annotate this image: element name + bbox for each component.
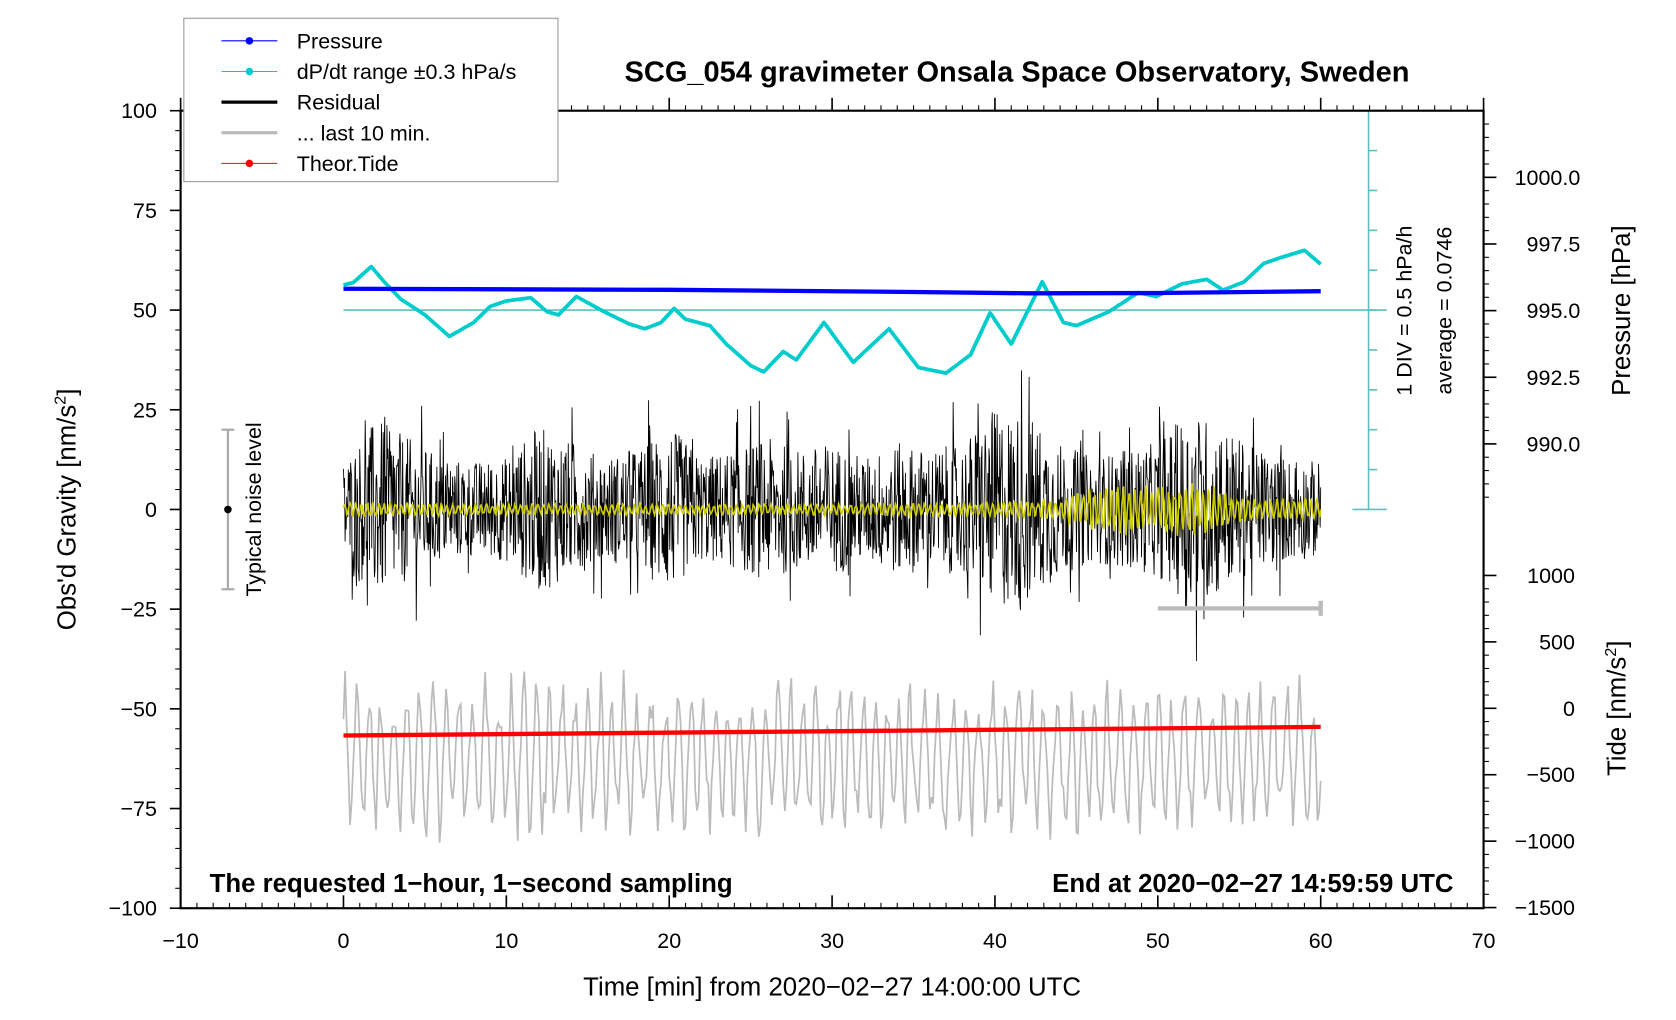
- x-tick-label: 10: [494, 929, 518, 953]
- pressure-tick-label: 992.5: [1527, 366, 1581, 390]
- tide-tick-label: −1500: [1515, 896, 1575, 920]
- pressure-tick-label: 1000.0: [1515, 166, 1581, 190]
- y-tick-label: 25: [133, 398, 157, 422]
- pressure-average-label: average = 0.0746: [1432, 227, 1456, 395]
- pressure-tick-label: 997.5: [1527, 233, 1581, 257]
- series-residual-line: [343, 370, 1322, 662]
- pressure-tick-label: 990.0: [1527, 432, 1581, 456]
- legend-label: dP/dt range ±0.3 hPa/s: [297, 60, 517, 84]
- legend-label: ... last 10 min.: [297, 121, 431, 145]
- y-tick-label: −50: [120, 697, 156, 721]
- y-tick-label: 0: [145, 498, 157, 522]
- noise-level-label: Typical noise level: [242, 422, 266, 596]
- legend-swatch-marker: [245, 67, 254, 76]
- x-tick-label: −10: [162, 929, 198, 953]
- legend: Pressure dP/dt range ±0.3 hPa/s Residual..…: [183, 17, 559, 183]
- y-tick-label: 75: [133, 199, 157, 223]
- series-residual-smoothed-line: [342, 483, 1322, 536]
- x-tick-label: 60: [1309, 929, 1333, 953]
- y-axis-label-tide: Tide [nm/s2]: [1602, 641, 1632, 777]
- chart-title: SCG_054 gravimeter Onsala Space Observat…: [625, 57, 1410, 89]
- legend-label: Theor.Tide: [297, 152, 399, 176]
- y-tick-label: −25: [120, 598, 156, 622]
- y-tick-label: 100: [121, 99, 157, 123]
- legend-box: [183, 17, 559, 183]
- x-tick-label: 70: [1472, 929, 1496, 953]
- x-tick-label: 30: [820, 929, 844, 953]
- tide-tick-label: −1000: [1515, 830, 1575, 854]
- axes-layer: −10 0 10 20 30 40 50 60 701007550250−25−50−75−10…: [109, 97, 1581, 953]
- x-tick-label: 0: [338, 929, 350, 953]
- y-tick-label: −75: [120, 797, 156, 821]
- pressure-tick-label: 995.0: [1527, 299, 1581, 323]
- annotation-sampling: The requested 1−hour, 1−second sampling: [210, 870, 733, 898]
- x-axis-label: Time [min] from 2020−02−27 14:00:00 UTC: [583, 973, 1081, 1001]
- y-axis-label-gravity: Obs'd Gravity [nm/s2]: [52, 389, 82, 631]
- pressure-div-label: 1 DIV = 0.5 hPa/h: [1393, 226, 1417, 396]
- y-tick-label: 50: [133, 299, 157, 323]
- tide-tick-label: −500: [1527, 763, 1575, 787]
- x-tick-label: 50: [1146, 929, 1170, 953]
- x-tick-label: 40: [983, 929, 1007, 953]
- x-tick-label: 20: [657, 929, 681, 953]
- y-axis-label-pressure: Pressure [hPa]: [1608, 225, 1636, 396]
- noise-level-dot: [224, 505, 232, 514]
- series-last-10-min-line: [342, 670, 1322, 843]
- series-theoretical-tide-line: [343, 724, 1321, 738]
- tide-tick-label: 1000: [1527, 564, 1575, 588]
- legend-label: Residual: [297, 91, 381, 115]
- y-tick-label: −100: [109, 897, 157, 921]
- legend-label: Pressure: [297, 29, 383, 53]
- tide-tick-label: 0: [1563, 697, 1575, 721]
- series-dpdt-line: [343, 248, 1322, 375]
- legend-swatch-marker: [245, 37, 254, 45]
- plot-data-layer: [221, 109, 1387, 843]
- series-pressure-line: [343, 286, 1321, 296]
- tide-tick-label: 500: [1539, 630, 1575, 654]
- legend-swatch-marker: [245, 159, 254, 168]
- annotation-end-time: End at 2020−02−27 14:59:59 UTC: [1052, 870, 1453, 898]
